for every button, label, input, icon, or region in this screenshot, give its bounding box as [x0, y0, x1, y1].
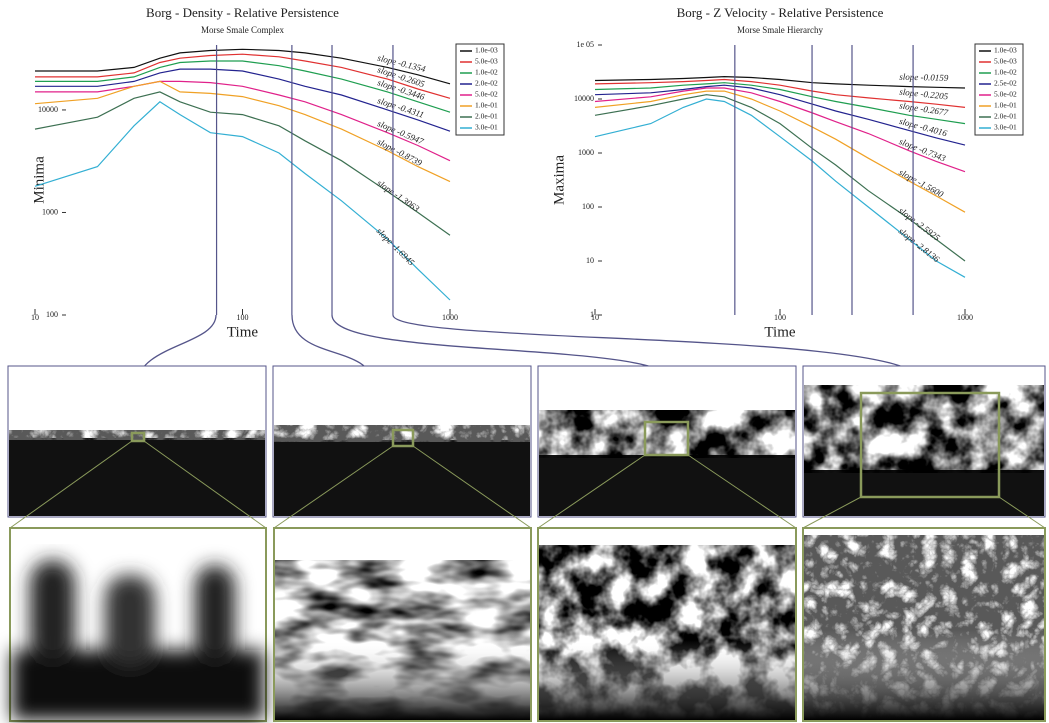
x-tick-label: 100 [774, 313, 786, 322]
fluid [539, 455, 795, 516]
y-axis-label: Maxima [551, 155, 567, 205]
chart-title: Borg - Z Velocity - Relative Persistence [677, 5, 884, 20]
legend-label: 1.0e-01 [475, 101, 498, 110]
zoom-line [687, 454, 797, 529]
zoom-box [130, 431, 146, 443]
zoom-line [9, 440, 133, 529]
zoom-panels [9, 527, 1046, 722]
slope-label: slope -1.3063 [375, 178, 421, 214]
legend-label: 1.0e-02 [994, 68, 1017, 77]
arrow [392, 314, 927, 384]
legend-label: 1.0e-03 [994, 46, 1017, 55]
x-axis-label: Time [227, 324, 258, 340]
series-line [34, 80, 451, 183]
slope-label: slope -1.6945 [375, 226, 417, 268]
chart-title: Borg - Density - Relative Persistence [146, 5, 339, 20]
fluid [9, 438, 265, 516]
x-tick-label: 1000 [957, 313, 973, 322]
series-line [594, 78, 966, 108]
fluid-edge [539, 410, 795, 458]
slope-label: slope -1.5600 [897, 167, 945, 199]
x-tick-label: 10 [591, 313, 599, 322]
x-tick-label: 100 [237, 313, 249, 322]
zoom-line [412, 445, 532, 529]
series-line [594, 90, 966, 213]
x-tick-label: 1000 [442, 313, 458, 322]
legend-label: 5.0e-03 [994, 57, 1017, 66]
slope-label: slope -0.2205 [899, 87, 949, 102]
x-tick-label: 10 [31, 313, 39, 322]
y-tick-label: 100 [46, 310, 58, 319]
y-axis-label: Minima [31, 156, 47, 204]
zoom-lines [9, 440, 1046, 529]
y-tick-label: 10000 [38, 105, 58, 114]
series-line [594, 75, 966, 89]
series-line [35, 53, 451, 99]
series-line [35, 60, 451, 113]
slope-label: slope -0.4016 [898, 116, 948, 139]
zoom-line [143, 440, 267, 529]
y-tick-label: 10 [586, 256, 594, 265]
legend-label: 5.0e-02 [475, 90, 498, 99]
legend-label: 1.0e-01 [994, 101, 1017, 110]
simulation-panels [7, 365, 1046, 722]
legend-label: 2.5e-02 [994, 79, 1017, 88]
zoom-line [537, 454, 646, 529]
series-line [594, 98, 966, 278]
legend-label: 5.0e-02 [994, 90, 1017, 99]
chart-subtitle: Morse Smale Complex [201, 25, 284, 35]
fluid-edge [274, 425, 530, 442]
zoom-blur [12, 560, 264, 720]
fluid [804, 470, 1044, 516]
y-tick-label: 100 [582, 202, 594, 211]
fluid-edge [9, 430, 265, 440]
series-line [594, 82, 966, 125]
legend-box [455, 43, 505, 136]
series-line [594, 87, 966, 173]
chart-subtitle: Morse Smale Hierarchy [737, 25, 823, 35]
slope-label: slope -0.7343 [898, 136, 948, 163]
zoom-shade [539, 640, 795, 720]
zoom-line [273, 445, 394, 529]
zoom-box [643, 420, 690, 457]
series-line [35, 68, 451, 132]
x-axis-label: Time [764, 324, 795, 340]
zoom-box [859, 391, 1001, 499]
y-tick-label: 1 [590, 310, 594, 319]
y-tick-label: 1e 05 [576, 40, 594, 49]
legend-label: 1.0e-02 [475, 68, 498, 77]
series-line [34, 101, 451, 301]
y-tick-label: 1000 [42, 207, 58, 216]
legend-label: 5.0e-03 [475, 57, 498, 66]
y-tick-label: 1000 [578, 148, 594, 157]
y-tick-label: 10000 [574, 94, 594, 103]
zoom-shade [275, 640, 530, 720]
series-line [594, 94, 966, 262]
series-line [35, 48, 451, 85]
series-line [34, 91, 451, 236]
fluid-edge [804, 385, 1044, 473]
legend-label: 2.0e-01 [994, 112, 1017, 121]
series-line [594, 84, 966, 146]
zoom-shade [804, 630, 1044, 720]
legend-label: 1.0e-03 [475, 46, 498, 55]
zoom-line [998, 496, 1046, 529]
legend-box [974, 43, 1024, 136]
legend-label: 2.0e-02 [475, 79, 498, 88]
legend-label: 3.0e-01 [475, 123, 498, 132]
legend-label: 3.0e-01 [994, 123, 1017, 132]
slope-label: slope -0.0159 [899, 72, 949, 83]
zoom-boxes [130, 391, 1001, 499]
zoom-box [391, 428, 415, 448]
legend-label: 2.0e-01 [475, 112, 498, 121]
fluid [274, 440, 530, 516]
zoom-line [802, 496, 862, 529]
